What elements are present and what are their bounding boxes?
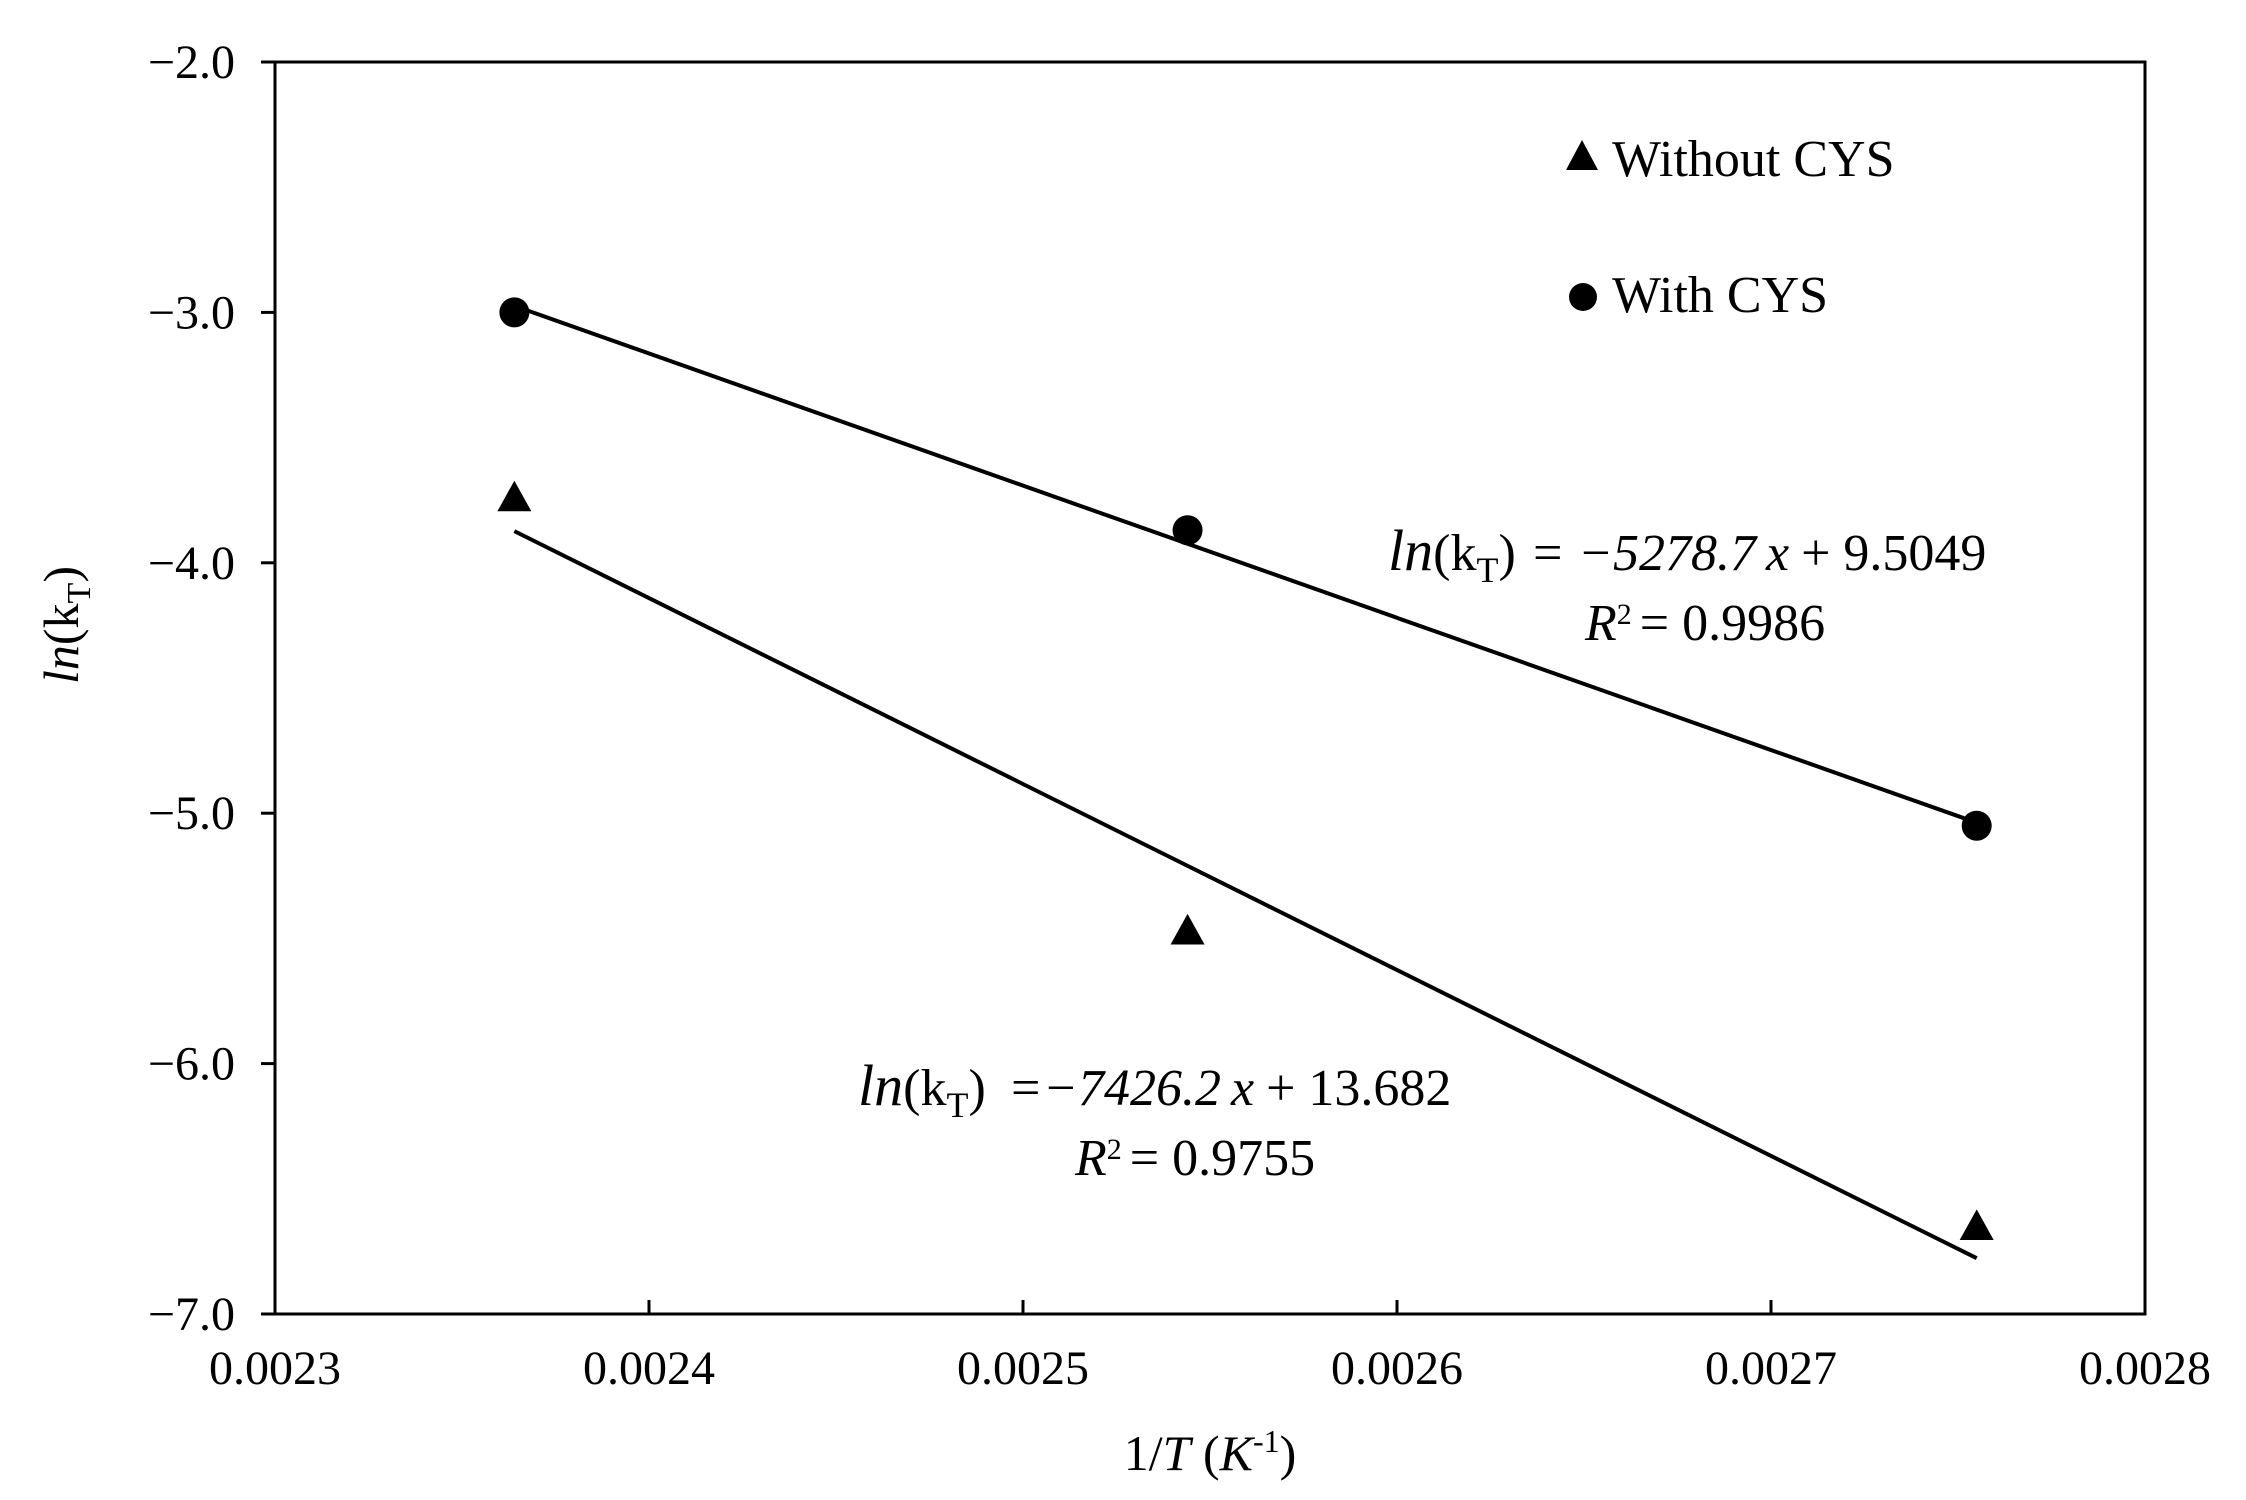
trendline-without-cys [513, 529, 1978, 1260]
y-axis-ticks: −2.0 −3.0 −4.0 −5.0 −6.0 −7.0 [148, 36, 275, 1341]
plot-area-frame [273, 60, 2147, 1316]
equation-without-cys: ln(kT) =−7426.2 x + 13.682 R2 = 0.9755 [858, 1053, 1451, 1187]
y-tick-label: −4.0 [148, 537, 235, 590]
data-points [497, 297, 1994, 1240]
equation-text-without-cys: ln(kT) =−7426.2 x + 13.682 [858, 1053, 1451, 1125]
equation-with-cys: ln(kT) = −5278.7 x + 9.5049 R2 = 0.9986 [1388, 518, 1986, 652]
data-point-without-cys [1959, 1209, 1994, 1240]
circle-marker-icon [1569, 283, 1597, 311]
y-tick-label: −6.0 [148, 1038, 235, 1091]
x-axis-title: 1/T (K-1) [1124, 1423, 1297, 1481]
trendline-with-cys [513, 303, 1978, 825]
x-tick-label: 0.0024 [583, 1342, 715, 1395]
r-squared-with-cys: R2 = 0.9986 [1584, 595, 1825, 652]
x-tick-label: 0.0026 [1331, 1342, 1463, 1395]
equation-text-with-cys: ln(kT) = −5278.7 x + 9.5049 [1388, 518, 1986, 590]
x-tick-label: 0.0028 [2079, 1342, 2211, 1395]
data-point-without-cys [497, 480, 532, 512]
x-tick-label: 0.0025 [957, 1342, 1089, 1395]
legend-entry-with-cys: With CYS [1569, 267, 1828, 324]
y-axis-title: ln(kT) [33, 566, 98, 684]
legend-label-with-cys: With CYS [1612, 267, 1828, 324]
trendlines [513, 303, 1978, 1260]
data-point-with-cys [1961, 810, 1992, 841]
r-squared-without-cys: R2 = 0.9755 [1074, 1130, 1315, 1187]
x-axis-ticks: 0.0023 0.0024 0.0025 0.0026 0.0027 0.0028 [209, 1300, 2211, 1395]
x-tick-label: 0.0023 [209, 1342, 341, 1395]
y-tick-label: −5.0 [148, 787, 235, 840]
data-point-with-cys [1172, 515, 1203, 546]
legend-label-without-cys: Without CYS [1612, 131, 1895, 188]
data-point-without-cys [1170, 913, 1205, 945]
x-tick-label: 0.0027 [1705, 1342, 1837, 1395]
y-tick-label: −2.0 [148, 36, 235, 89]
y-tick-label: −3.0 [148, 286, 235, 339]
data-point-with-cys [499, 297, 530, 328]
y-tick-label: −7.0 [148, 1288, 235, 1341]
legend-entry-without-cys: Without CYS [1566, 131, 1895, 188]
legend: Without CYS With CYS [1566, 131, 1895, 324]
triangle-marker-icon [1566, 140, 1598, 170]
